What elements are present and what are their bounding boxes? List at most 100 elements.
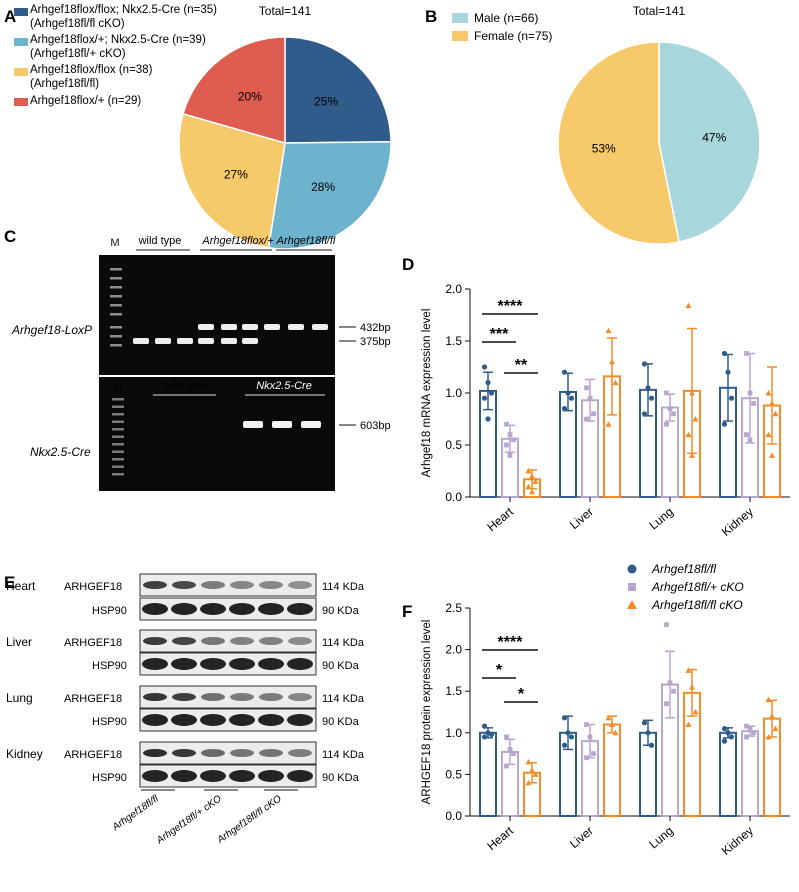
blot-loading-band <box>258 658 284 670</box>
gel-top-band <box>221 324 237 330</box>
chartF-significance-label: **** <box>498 634 524 651</box>
gel-bottom-ladder-band <box>112 435 124 438</box>
chartF-point <box>587 734 593 740</box>
pie-a-title: Total=141 <box>259 4 312 18</box>
chartD-point <box>689 452 695 458</box>
blot-protein-strip <box>139 741 317 765</box>
chartD-x-tick-label: Kidney <box>719 505 756 539</box>
pieA-pct-3: 27% <box>224 167 248 181</box>
blot-tissue-label-lung: Lung <box>6 691 33 705</box>
chartF-point <box>511 751 516 756</box>
pieA-pct-1: 25% <box>314 95 338 109</box>
chartF-point <box>645 730 651 736</box>
blot-protein-band <box>230 637 254 645</box>
blot-protein-strip <box>139 685 317 709</box>
chartD-point <box>721 350 728 357</box>
blot-protein-band <box>259 693 283 701</box>
chartF-point <box>667 680 673 686</box>
chartD-significance-label: *** <box>490 326 509 343</box>
blot-loading-kda: 90 KDa <box>322 605 360 617</box>
blot-loading-band <box>171 658 197 670</box>
chartD-point <box>685 431 692 438</box>
legend-a-item-3: Arhgef18flox/flox (n=38) <box>30 64 153 76</box>
bar-chart-d: 0.0 0.5 1.0 1.5 2.0 Arhgef18 mRNA expression … <box>421 282 790 539</box>
gel-top-ladder-band <box>110 304 122 307</box>
chartF-y-tick-label: 0.0 <box>445 809 462 823</box>
chartD-point <box>692 416 699 422</box>
chartF-point <box>584 722 589 727</box>
chartD-point <box>481 364 488 370</box>
legend-f-item-3: Arhgef18fl/fl cKO <box>651 598 743 612</box>
gel-bottom-row-label: Nkx2.5-Cre <box>30 445 91 459</box>
legend-f-marker-2 <box>628 583 636 591</box>
pieB-slice-2 <box>557 41 681 245</box>
chartD-point <box>561 369 568 375</box>
chartD-point <box>772 410 779 417</box>
gel-top-band <box>177 338 193 344</box>
chartD-point <box>481 395 488 401</box>
blot-protein-band <box>230 693 254 701</box>
blot-protein-band <box>288 581 312 589</box>
chartF-point <box>584 755 589 761</box>
blot-group-label: Arhgef18fl/fl cKO <box>215 793 284 846</box>
blot-protein-band <box>259 749 283 757</box>
chartD-point <box>664 421 669 427</box>
chartD-point <box>591 411 596 417</box>
gel-bottom-band <box>243 421 263 428</box>
chartF-point <box>568 734 575 740</box>
legend-f-marker-3 <box>627 600 637 609</box>
chartF-y-tick-label: 0.5 <box>445 767 462 781</box>
blot-protein-kda: 114 KDa <box>322 693 365 705</box>
chartF-point <box>692 709 699 715</box>
blot-loading-label: HSP90 <box>92 660 127 672</box>
chartD-x-tick-label: Lung <box>646 505 675 533</box>
chartF-point <box>609 721 615 727</box>
blot-loading-band <box>171 714 197 726</box>
gel-top-group-wt: wild type <box>138 235 182 247</box>
chartF-point <box>561 715 568 721</box>
pieB-slice-1 <box>658 41 761 243</box>
gel-size-603: 603bp <box>360 420 391 432</box>
blot-protein-band <box>288 749 312 757</box>
chartF-y-tick-label: 2.0 <box>445 643 462 657</box>
chartF-point <box>685 667 692 673</box>
blot-tissue-label-kidney: Kidney <box>6 747 43 761</box>
legend-b-male: Male (n=66) <box>474 11 538 25</box>
blot-tissue-label-liver: Liver <box>6 635 32 649</box>
chartD-point <box>584 416 589 422</box>
blot-protein-kda: 114 KDa <box>322 581 365 593</box>
gel-top-group-flox: Arhgef18flox/+ <box>201 235 274 247</box>
chartD-point <box>488 390 495 396</box>
chartF-point <box>728 734 735 740</box>
chartD-point <box>587 395 593 401</box>
gel-bands <box>110 268 328 476</box>
blot-protein-label: ARHGEF18 <box>64 581 122 593</box>
legend-f-item-2: Arhgef18fl/+ cKO <box>651 580 744 594</box>
panel-label-c: C <box>4 227 16 246</box>
blot-protein-band <box>230 581 254 589</box>
chartD-point <box>765 390 772 396</box>
blot-loading-band <box>171 770 197 782</box>
blot-protein-band <box>172 581 196 589</box>
chartF-point <box>685 721 692 727</box>
blot-protein-band <box>143 637 167 645</box>
chartD-point <box>605 327 612 334</box>
chartD-y-tick-label: 2.0 <box>445 282 462 296</box>
chartF-point <box>488 731 495 738</box>
chartF-point <box>605 714 612 721</box>
gel-bottom-band <box>301 421 321 428</box>
chartF-x-tick-label: Heart <box>484 823 516 853</box>
blot-protein-band <box>201 749 225 757</box>
chartF-point <box>648 742 655 748</box>
gel-bottom-ladder-band <box>112 443 124 446</box>
blot-loading-band <box>258 770 284 782</box>
chartF-point <box>591 751 596 756</box>
gel-top-marker: M <box>110 237 119 249</box>
chartD-y-tick-label: 1.0 <box>445 386 462 400</box>
blot-protein-band <box>259 581 283 589</box>
gel-top-ladder-band <box>110 335 122 338</box>
legend-a-item-3-sub: (Arhgef18fl/fl) <box>30 78 99 90</box>
chartD-point <box>525 483 532 490</box>
chartF-y-tick-label: 2.5 <box>445 601 462 615</box>
